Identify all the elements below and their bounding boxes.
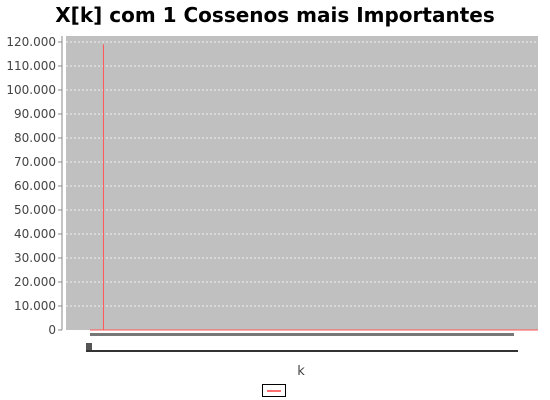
x-axis-label: k [297,364,305,379]
y-tick-label: 50.000 [14,203,56,217]
y-tick-label: 90.000 [14,107,56,121]
legend-swatch-series-1 [267,390,281,392]
chart-title: X[k] com 1 Cossenos mais Importantes [55,3,495,27]
y-tick-label: 10.000 [14,299,56,313]
x-axis [86,333,518,352]
y-tick-label: 0 [48,323,56,337]
x-axis-tick-band [90,333,514,336]
y-tick-label: 70.000 [14,155,56,169]
legend [262,384,286,397]
y-tick-label: 30.000 [14,251,56,265]
y-tick-label: 110.000 [6,59,56,73]
series-line-1 [90,44,538,331]
plot-area [66,36,538,330]
x-axis-tick-marker [86,343,92,350]
y-tick-label: 120.000 [6,35,56,49]
y-axis: 0 10.000 20.000 30.000 40.000 50.000 60.000 70.… [6,35,63,337]
y-tick-label: 80.000 [14,131,56,145]
x-axis-line [86,350,518,352]
y-tick-label: 20.000 [14,275,56,289]
y-tick-label: 40.000 [14,227,56,241]
series-layer [90,44,538,331]
grid-lines [66,41,538,307]
y-tick-label: 60.000 [14,179,56,193]
y-tick-label: 100.000 [6,83,56,97]
